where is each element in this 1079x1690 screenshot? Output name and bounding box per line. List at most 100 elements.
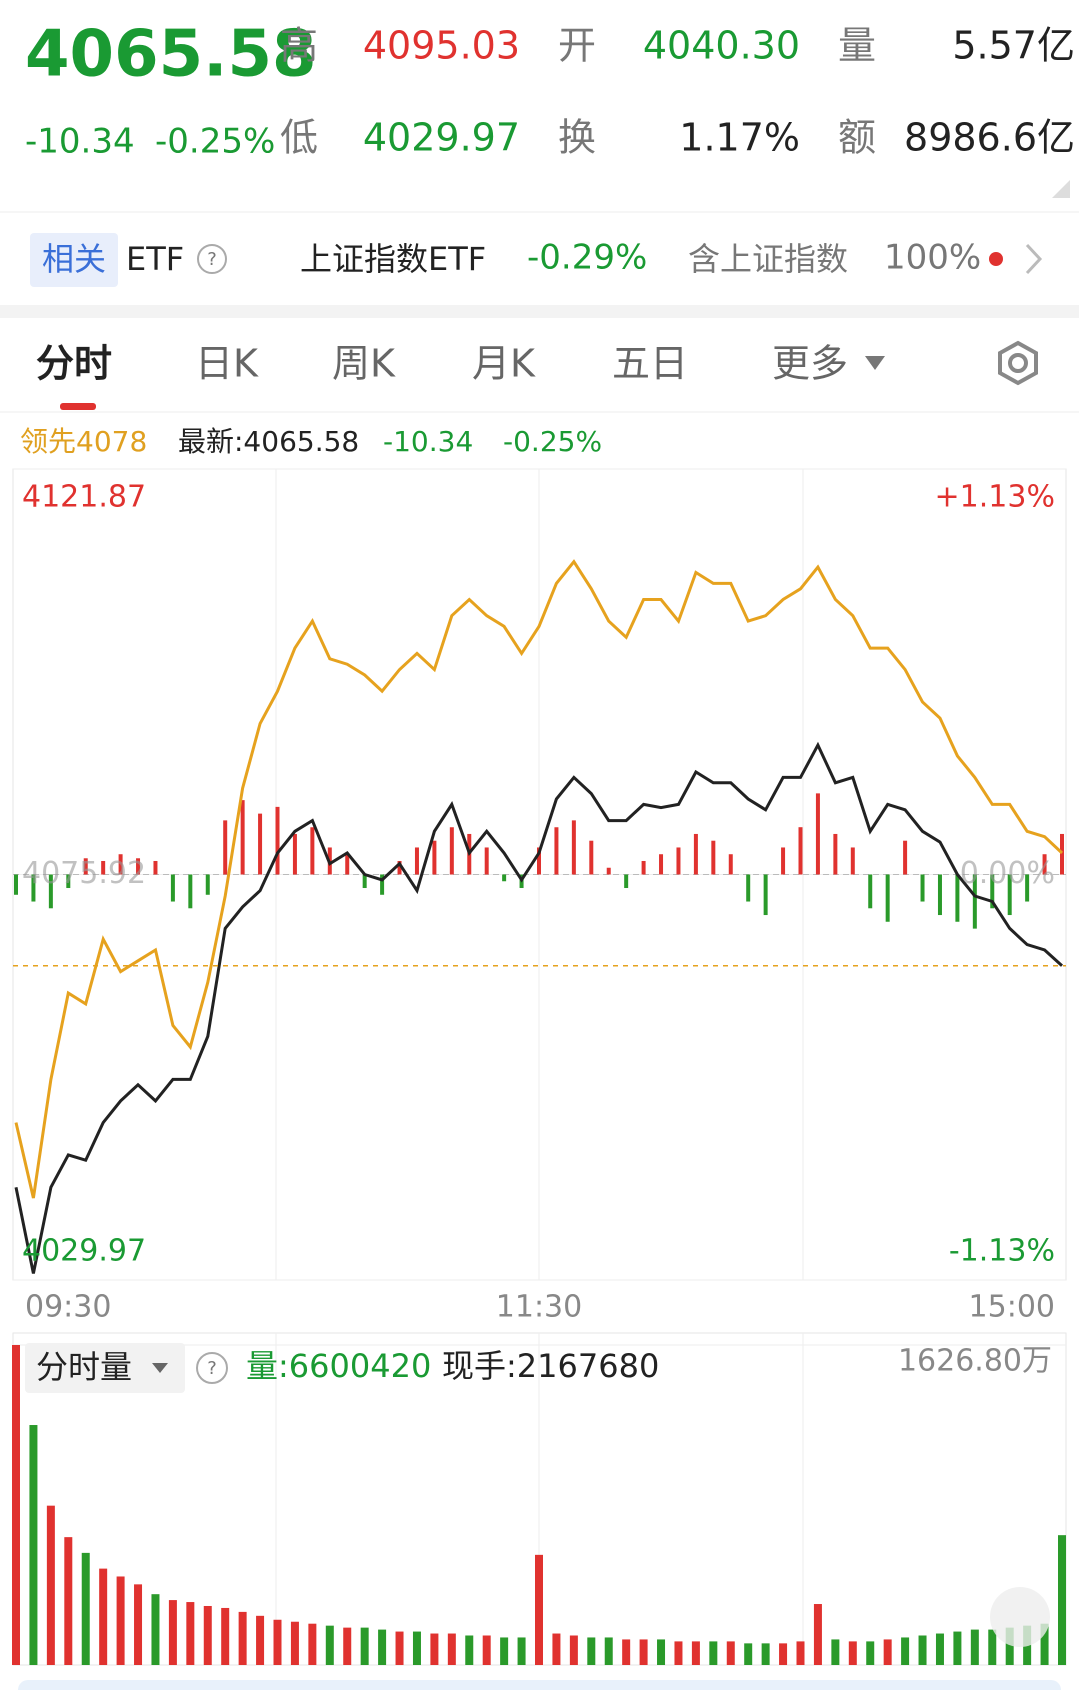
legend-change: -10.34 — [383, 425, 473, 458]
volume-bar — [308, 1623, 317, 1665]
holding: 100% — [884, 238, 981, 278]
tab[interactable]: 月K — [472, 342, 536, 386]
stat-label: 量 — [838, 24, 876, 68]
stat-value: 4040.30 — [643, 24, 800, 68]
volume-bar — [726, 1641, 735, 1665]
stat-value: 5.57亿 — [952, 24, 1075, 68]
volume-bar — [552, 1633, 561, 1665]
volume-bar — [779, 1643, 788, 1665]
volume-bar — [622, 1639, 631, 1665]
stat-label: 换 — [558, 116, 596, 160]
y2-tick-label: -1.13% — [949, 1234, 1055, 1269]
help-icon[interactable] — [196, 1352, 228, 1384]
volume-bar — [988, 1629, 997, 1665]
volume-bar — [273, 1619, 282, 1665]
volume-bar — [970, 1629, 979, 1665]
volume-tick-label: 1626.80万 — [898, 1344, 1052, 1379]
more-arrow — [865, 356, 885, 370]
volume-bar — [203, 1605, 212, 1665]
volume-bar — [134, 1584, 143, 1665]
tab[interactable]: 周K — [332, 342, 396, 386]
volume-bar — [99, 1568, 108, 1665]
volume-bar — [46, 1505, 55, 1665]
volume-select[interactable] — [25, 1343, 185, 1393]
tab[interactable]: 更多 — [772, 342, 848, 386]
select-arrow — [152, 1363, 168, 1373]
volume-bar — [500, 1637, 509, 1665]
volume-bar — [569, 1635, 578, 1665]
volume-bar — [674, 1641, 683, 1665]
volume-bar — [12, 1345, 20, 1665]
help-icon[interactable] — [197, 244, 227, 274]
volume-bar — [168, 1600, 177, 1665]
settings-icon[interactable] — [998, 340, 1038, 386]
volume-bar — [918, 1635, 927, 1665]
stat-value: 8986.6亿 — [904, 116, 1075, 160]
tab[interactable]: 日K — [195, 342, 259, 386]
volume-bar — [64, 1537, 73, 1665]
volume-bar — [935, 1633, 944, 1665]
y2-tick-label: +1.13% — [935, 480, 1055, 515]
volume-bar — [256, 1615, 265, 1665]
etf-tag[interactable]: 相关 — [42, 240, 106, 278]
stat-value: 4095.03 — [363, 24, 520, 68]
volume-bar — [883, 1639, 892, 1665]
volume-bar — [604, 1637, 613, 1665]
chevron[interactable] — [1025, 243, 1043, 275]
legend-pct: -0.25% — [503, 425, 602, 458]
volume-bar — [360, 1627, 369, 1665]
etf-name[interactable]: 上证指数ETF — [300, 240, 486, 278]
tab[interactable]: 分时 — [36, 342, 112, 386]
y-tick-label: 4029.97 — [22, 1234, 146, 1269]
expand-button[interactable] — [990, 1587, 1050, 1647]
volume-bar — [186, 1602, 195, 1665]
stat-label: 额 — [838, 116, 876, 160]
volume-bar — [831, 1639, 840, 1665]
volume-bar — [691, 1641, 700, 1665]
corner — [1052, 180, 1070, 198]
volume-bar — [343, 1627, 352, 1665]
volume-bar — [657, 1639, 666, 1665]
volume-title[interactable]: 分时量 — [36, 1348, 132, 1386]
volume-bar — [901, 1637, 910, 1665]
volume-bar — [639, 1639, 648, 1665]
volume-bar — [221, 1607, 230, 1665]
y2-tick-label: 0.00% — [960, 856, 1055, 891]
stat-value: 1.17% — [679, 116, 800, 160]
volume-bar — [116, 1576, 125, 1665]
y-tick-label: 4121.87 — [22, 480, 146, 515]
volume-bar — [395, 1631, 404, 1665]
volume-bar — [1005, 1627, 1014, 1665]
volume-bar — [535, 1554, 543, 1665]
x-tick-label: 15:00 — [969, 1290, 1055, 1325]
legend-latest: 最新:4065.58 — [178, 425, 359, 458]
volume-bar — [482, 1635, 491, 1665]
volume-bar — [796, 1641, 805, 1665]
settings-core — [1008, 353, 1028, 373]
volume-bar — [866, 1641, 875, 1665]
volume-bar — [709, 1641, 718, 1665]
volume-bar — [378, 1629, 387, 1665]
volume-bar — [447, 1633, 456, 1665]
x-tick-label: 11:30 — [496, 1290, 582, 1325]
volume-bar — [1040, 1623, 1049, 1665]
etf-change: -0.29% — [527, 238, 647, 278]
legend-lead: 领先4078 — [20, 425, 147, 458]
price: 4065.58 — [25, 18, 317, 92]
etf-label: ETF — [126, 240, 184, 278]
volume-bar — [587, 1637, 596, 1665]
volume-bar — [29, 1425, 38, 1665]
tab[interactable]: 五日 — [612, 342, 688, 386]
volume-bar — [412, 1631, 421, 1665]
volume-bar — [238, 1611, 247, 1665]
volume-bar — [761, 1643, 770, 1665]
holding-label: 含上证指数 — [688, 240, 848, 278]
tab-underline — [60, 403, 96, 410]
stat-label: 低 — [280, 116, 318, 160]
change-pct: -0.25% — [155, 122, 275, 162]
tag-bg — [30, 233, 118, 287]
volume-bar — [465, 1635, 474, 1665]
x-tick-label: 09:30 — [25, 1290, 111, 1325]
volume-bar — [1058, 1535, 1066, 1665]
